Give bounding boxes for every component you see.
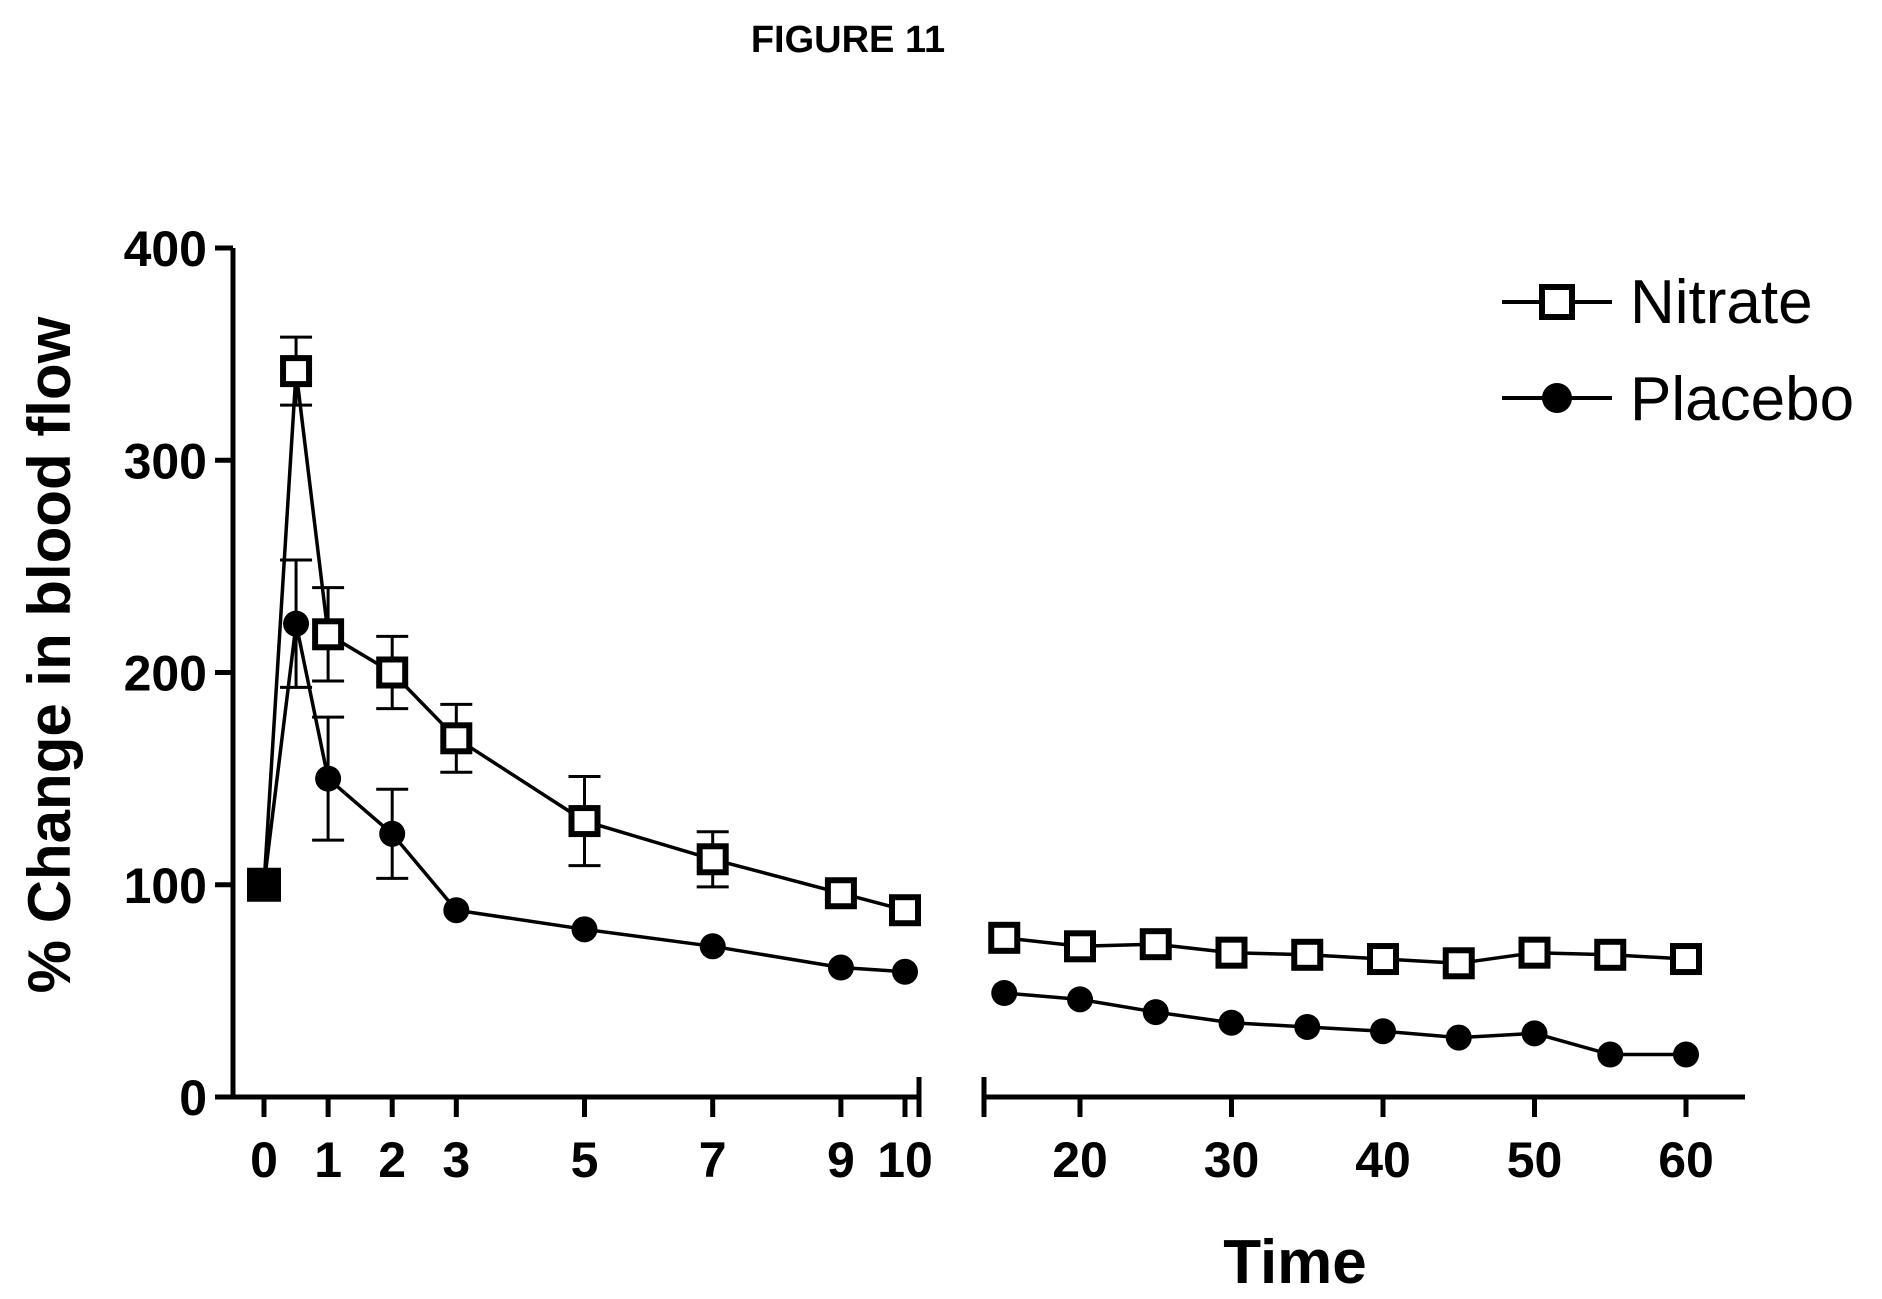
- data-point-nitrate: [1670, 943, 1702, 976]
- x-tick-label: 1: [314, 1132, 342, 1188]
- data-point-placebo: [1294, 1013, 1321, 1040]
- y-axis-label: % Change in blood flow: [16, 316, 83, 993]
- legend-item-nitrate: Nitrate: [1502, 268, 1813, 337]
- data-point-placebo: [827, 954, 854, 981]
- data-point-baseline: [247, 867, 281, 902]
- data-point-nitrate: [988, 921, 1021, 954]
- data-point-placebo: [1142, 999, 1169, 1026]
- y-tick-label: 200: [124, 646, 207, 702]
- y-tick-label: 300: [124, 433, 207, 489]
- data-point-nitrate: [696, 843, 729, 876]
- x-tick-label: 7: [699, 1132, 727, 1188]
- x-tick-label: 50: [1507, 1132, 1563, 1188]
- data-point-nitrate: [1442, 947, 1475, 980]
- data-point-placebo: [1597, 1041, 1624, 1068]
- data-point-nitrate: [1215, 936, 1248, 969]
- data-point-placebo: [379, 820, 406, 847]
- data-point-nitrate: [376, 656, 409, 689]
- data-point-placebo: [699, 933, 726, 960]
- data-point-placebo: [1218, 1009, 1245, 1036]
- data-point-nitrate: [1518, 936, 1551, 969]
- x-tick-label: 2: [378, 1132, 406, 1188]
- figure-label: FIGURE 11: [751, 19, 945, 61]
- data-point-placebo: [1445, 1024, 1472, 1051]
- x-tick-label: 10: [877, 1132, 933, 1188]
- data-point-placebo: [571, 916, 598, 943]
- data-point-nitrate: [280, 355, 313, 388]
- legend-marker-nitrate: [1539, 284, 1575, 320]
- data-point-nitrate: [1064, 930, 1096, 963]
- data-point-placebo: [1067, 986, 1093, 1013]
- data-point-placebo: [1370, 1018, 1396, 1045]
- data-point-nitrate: [1367, 943, 1399, 976]
- x-tick-label: 30: [1204, 1132, 1260, 1188]
- data-point-placebo: [443, 897, 470, 924]
- x-axis-label: Time: [1223, 1228, 1367, 1297]
- data-point-nitrate: [568, 805, 601, 838]
- data-point-nitrate: [1139, 928, 1172, 961]
- data-point-nitrate: [440, 722, 473, 755]
- data-markers: [247, 355, 1702, 1068]
- data-point-placebo: [991, 979, 1018, 1006]
- data-point-placebo: [892, 958, 918, 985]
- data-point-placebo: [283, 610, 310, 637]
- series-line-nitrate: [1004, 936, 1687, 966]
- data-point-nitrate: [824, 877, 857, 910]
- data-point-nitrate: [1291, 938, 1324, 971]
- x-tick-label: 9: [827, 1132, 855, 1188]
- data-point-nitrate: [312, 618, 345, 651]
- legend: Nitrate Placebo: [1502, 268, 1854, 434]
- y-tick-label: 400: [124, 221, 207, 277]
- data-point-nitrate: [889, 894, 921, 927]
- legend-item-placebo: Placebo: [1502, 365, 1854, 434]
- x-tick-label: 5: [571, 1132, 599, 1188]
- data-point-nitrate: [1594, 938, 1627, 971]
- data-point-placebo: [315, 765, 342, 792]
- legend-label-nitrate: Nitrate: [1630, 268, 1813, 337]
- x-tick-label: 40: [1355, 1132, 1411, 1188]
- error-bars: [280, 335, 729, 889]
- x-tick-label: 0: [250, 1132, 278, 1188]
- y-tick-label: 100: [124, 858, 207, 914]
- legend-label-placebo: Placebo: [1630, 365, 1854, 434]
- data-point-placebo: [1673, 1041, 1699, 1068]
- x-tick-label: 60: [1658, 1132, 1714, 1188]
- x-tick-label: 20: [1052, 1132, 1108, 1188]
- series-line-placebo: [1004, 991, 1686, 1057]
- y-tick-label: 0: [179, 1070, 207, 1126]
- data-point-placebo: [1521, 1020, 1548, 1047]
- x-tick-label: 3: [442, 1132, 470, 1188]
- legend-marker-placebo: [1542, 383, 1572, 413]
